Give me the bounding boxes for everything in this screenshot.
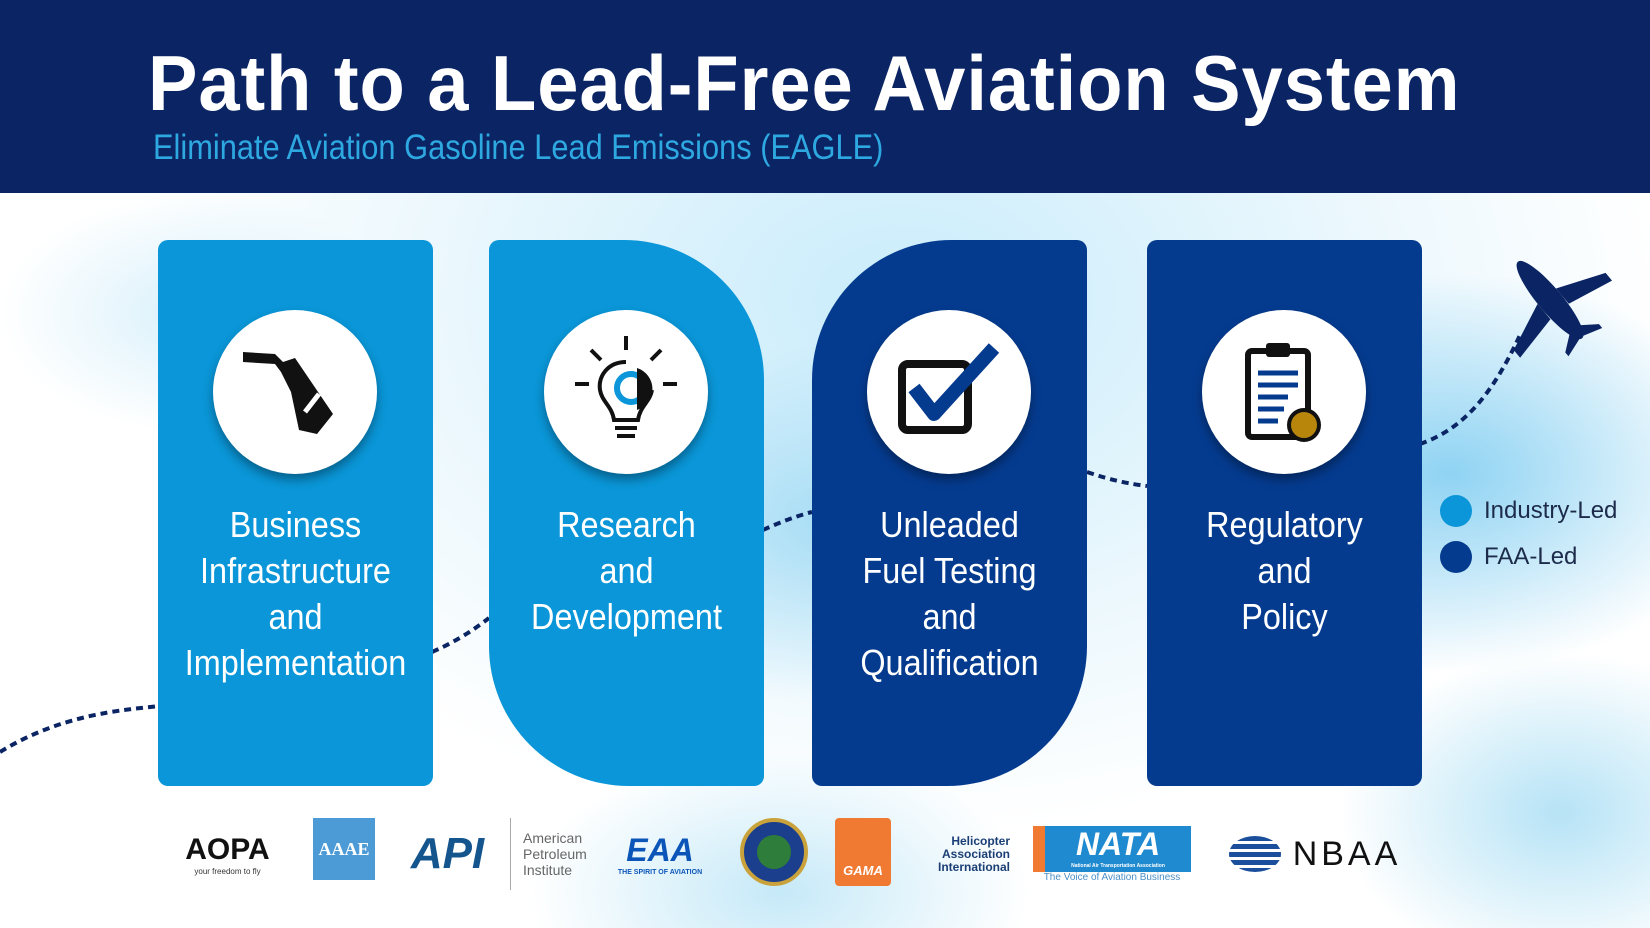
legend-dot xyxy=(1440,495,1472,527)
header-banner: Path to a Lead-Free Aviation System Elim… xyxy=(0,0,1650,193)
logo-tagline: your freedom to fly xyxy=(194,866,261,876)
card-regulatory-policy: Regulatory and Policy xyxy=(1147,240,1422,786)
card-label-line: and xyxy=(268,596,323,637)
logo-aopa: AOPA your freedom to fly xyxy=(175,818,280,890)
checkbox-icon xyxy=(867,310,1031,474)
legend-industry-led: Industry-Led xyxy=(1440,488,1617,534)
airplane-icon xyxy=(1513,260,1613,358)
clipboard-icon xyxy=(1202,310,1366,474)
logo-nata: NATA National Air Transportation Associat… xyxy=(1032,818,1192,890)
logo-hai: Helicopter Association International xyxy=(937,833,1010,874)
card-label-line: Unleaded xyxy=(880,504,1019,545)
card-label-line: Implementation xyxy=(184,642,407,683)
legend-dot xyxy=(1440,541,1472,573)
legend: Industry-Led FAA-Led xyxy=(1440,488,1617,580)
logo-faa-seal xyxy=(740,818,808,886)
card-label-line: Qualification xyxy=(860,642,1039,683)
card-label-line: Business xyxy=(229,504,362,545)
logo-text: AOPA xyxy=(185,832,270,866)
card-label-line: Research xyxy=(557,504,696,545)
legend-label: Industry-Led xyxy=(1484,497,1618,524)
card-label-line: Policy xyxy=(1241,596,1328,637)
card-label-line: Fuel Testing xyxy=(862,550,1037,591)
page-subtitle: Eliminate Aviation Gasoline Lead Emissio… xyxy=(153,128,884,167)
logo-aaae: AAAE xyxy=(313,818,375,880)
card-label-line: and xyxy=(599,550,654,591)
fuel-nozzle-icon xyxy=(213,310,377,474)
logo-api: API xyxy=(410,829,485,878)
card-label-line: Infrastructure xyxy=(200,550,391,591)
card-label-line: Development xyxy=(531,596,722,637)
legend-label: FAA-Led xyxy=(1484,543,1578,570)
card-unleaded-fuel-testing: Unleaded Fuel Testing and Qualification xyxy=(812,240,1087,786)
card-label-line: and xyxy=(1257,550,1312,591)
logo-api-text: American Petroleum Institute xyxy=(510,818,590,890)
logo-gama: GAMA xyxy=(835,818,891,886)
card-research-development: Research and Development xyxy=(489,240,764,786)
card-label-line: and xyxy=(922,596,977,637)
logo-eaa: EAA THE SPIRIT OF AVIATION xyxy=(617,832,703,876)
logo-nbaa: NBAA xyxy=(1210,818,1420,890)
card-label-line: Regulatory xyxy=(1206,504,1363,545)
partner-logos: AOPA your freedom to fly AAAE API Americ… xyxy=(170,818,1430,898)
legend-faa-led: FAA-Led xyxy=(1440,534,1617,580)
card-business-infrastructure: Business Infrastructure and Implementation xyxy=(158,240,433,786)
lightbulb-gear-icon xyxy=(544,310,708,474)
page-title: Path to a Lead-Free Aviation System xyxy=(148,39,1461,127)
